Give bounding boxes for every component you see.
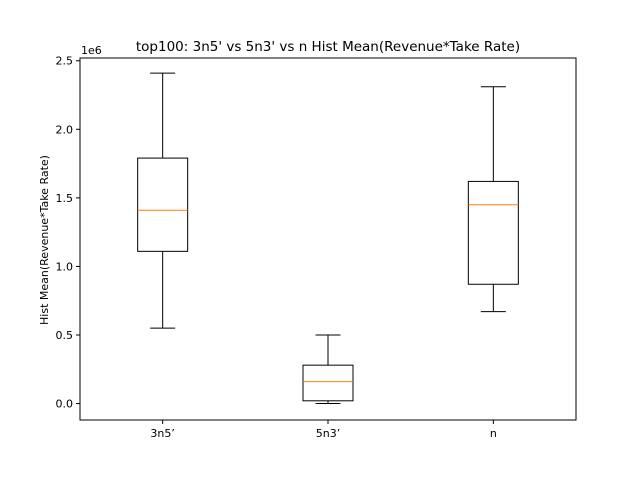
x-tick-label: 3n5’ [150, 427, 174, 440]
x-tick-label: 5n3’ [316, 427, 340, 440]
x-tick-label: n [490, 427, 497, 440]
chart-title: top100: 3n5' vs 5n3' vs n Hist Mean(Reve… [136, 39, 520, 55]
interquartile-box [302, 364, 354, 402]
y-axis-label: Hist Mean(Revenue*Take Rate) [38, 155, 51, 325]
y-tick-label: 0.5 [56, 329, 74, 342]
y-tick-label: 2.0 [56, 123, 74, 136]
box-3 [467, 86, 519, 313]
axis-ticks: 0.0 0.5 1.0 1.5 2.0 2.5 3n5’ 5n3’ n [56, 55, 497, 440]
box-2 [302, 334, 354, 405]
interquartile-box [467, 180, 519, 285]
plot-area-frame [79, 57, 577, 421]
y-tick-label: 1.5 [56, 192, 74, 205]
y-axis-offset-label: 1e6 [81, 44, 102, 57]
box-1 [137, 72, 189, 329]
y-tick-label: 1.0 [56, 260, 74, 273]
interquartile-box [137, 157, 189, 252]
y-tick-label: 2.5 [56, 55, 74, 68]
box-series [137, 72, 519, 405]
y-tick-label: 0.0 [56, 398, 74, 411]
